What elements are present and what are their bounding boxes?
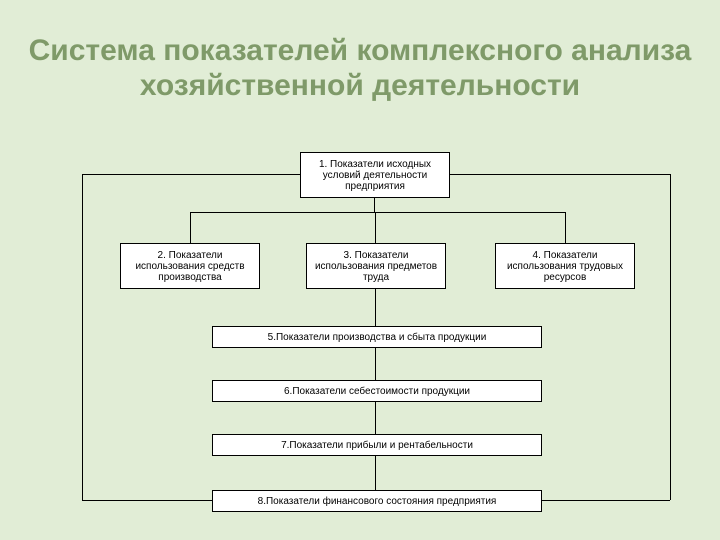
connector-line xyxy=(542,500,670,501)
connector-line xyxy=(375,456,376,490)
node-label: 8.Показатели финансового состояния предп… xyxy=(258,496,497,507)
slide-title: Система показателей комплексного анализа… xyxy=(0,34,720,103)
node-n8: 8.Показатели финансового состояния предп… xyxy=(212,490,542,512)
connector-line xyxy=(375,212,376,243)
connector-line xyxy=(374,198,375,212)
connector-line xyxy=(565,212,566,243)
node-label: 1. Показатели исходных условий деятельно… xyxy=(307,159,443,192)
connector-line xyxy=(82,500,212,501)
node-label: 5.Показатели производства и сбыта продук… xyxy=(268,332,487,343)
connector-line xyxy=(190,212,191,243)
connector-line xyxy=(82,174,83,500)
node-n4: 4. Показатели использования трудовых рес… xyxy=(495,243,635,289)
node-label: 4. Показатели использования трудовых рес… xyxy=(502,250,628,283)
node-label: 6.Показатели себестоимости продукции xyxy=(284,386,470,397)
node-label: 3. Показатели использования предметов тр… xyxy=(313,250,439,283)
connector-line xyxy=(375,289,376,326)
connector-line xyxy=(82,174,300,175)
node-n5: 5.Показатели производства и сбыта продук… xyxy=(212,326,542,348)
node-n6: 6.Показатели себестоимости продукции xyxy=(212,380,542,402)
node-label: 2. Показатели использования средств прои… xyxy=(127,250,253,283)
connector-line xyxy=(375,348,376,380)
connector-line xyxy=(670,174,671,500)
node-label: 7.Показатели прибыли и рентабельности xyxy=(281,440,473,451)
connector-line xyxy=(450,174,670,175)
node-n3: 3. Показатели использования предметов тр… xyxy=(306,243,446,289)
node-n2: 2. Показатели использования средств прои… xyxy=(120,243,260,289)
slide: Система показателей комплексного анализа… xyxy=(0,0,720,540)
connector-line xyxy=(190,212,565,213)
node-n7: 7.Показатели прибыли и рентабельности xyxy=(212,434,542,456)
connector-line xyxy=(375,402,376,434)
node-n1: 1. Показатели исходных условий деятельно… xyxy=(300,152,450,198)
